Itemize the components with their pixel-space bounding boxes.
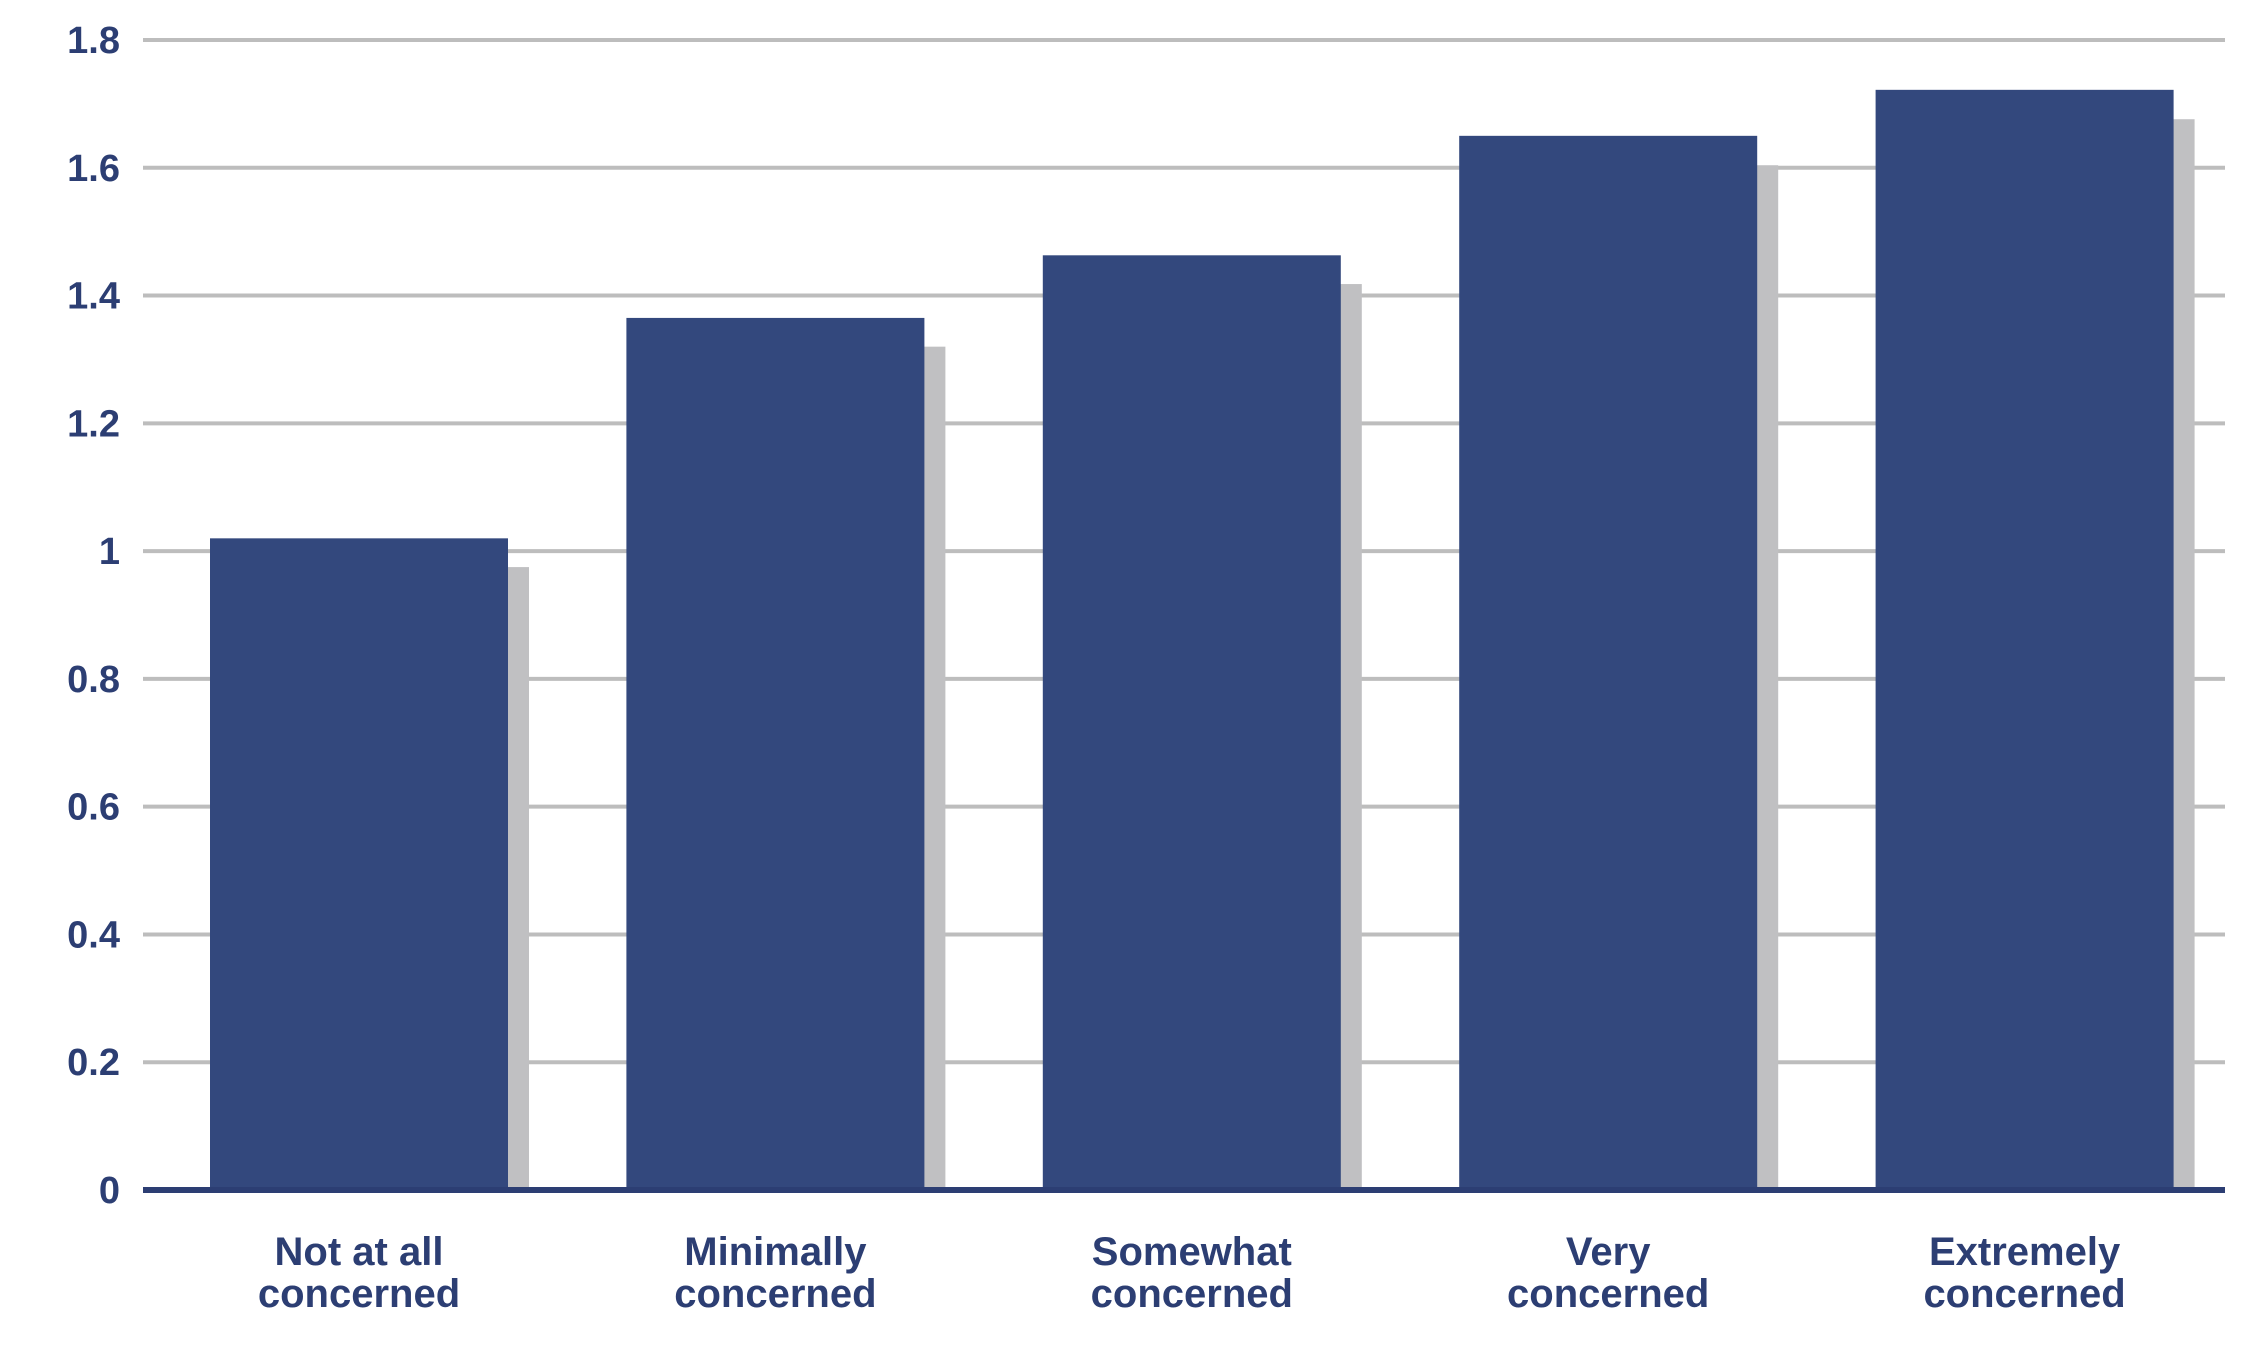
x-category-label: Minimally concerned: [674, 1230, 876, 1316]
x-category-label-line: concerned: [1091, 1272, 1293, 1316]
bar-primary: [1459, 135, 1758, 1190]
bar-primary: [210, 538, 508, 1190]
x-category-label-line: concerned: [1507, 1272, 1709, 1316]
x-category-label-line: Very: [1566, 1230, 1651, 1274]
bar-secondary: [1338, 284, 1362, 1190]
x-category-label-line: concerned: [1923, 1272, 2125, 1316]
x-category-label-line: concerned: [258, 1272, 460, 1316]
y-tick-label: 0.8: [67, 659, 120, 701]
x-category-label-line: Not at all: [275, 1230, 444, 1274]
y-tick-label: 1.8: [67, 20, 120, 62]
y-tick-label: 0.6: [67, 787, 120, 829]
y-tick-label: 0.4: [67, 914, 120, 956]
bar-primary: [1875, 89, 2174, 1190]
x-category-label: Extremely concerned: [1923, 1230, 2125, 1316]
bars: [210, 89, 2195, 1191]
x-category-label: Very concerned: [1507, 1230, 1709, 1316]
y-tick-label: 1.6: [67, 148, 120, 190]
y-axis-ticks: 0 0.2 0.4 0.6 0.8 1 1.2 1.4 1.6 1.8: [67, 20, 120, 1212]
y-tick-label: 0: [99, 1170, 120, 1212]
x-category-label: Somewhat concerned: [1091, 1230, 1293, 1316]
bar-secondary: [1755, 165, 1779, 1191]
x-category-label-line: Minimally: [684, 1230, 867, 1274]
y-tick-label: 1.4: [67, 276, 120, 318]
bar-primary: [1042, 255, 1341, 1191]
y-tick-label: 1.2: [67, 403, 120, 445]
bar-secondary: [922, 346, 946, 1191]
bar-secondary: [2171, 119, 2195, 1191]
x-category-label-line: Extremely: [1929, 1230, 2121, 1274]
bar-primary: [626, 317, 925, 1191]
y-tick-label: 1: [99, 531, 120, 573]
x-category-label-line: Somewhat: [1092, 1230, 1292, 1274]
bar-secondary: [506, 567, 529, 1190]
y-tick-label: 0.2: [67, 1042, 120, 1084]
x-category-label: Not at all concerned: [258, 1230, 460, 1316]
x-category-label-line: concerned: [674, 1272, 876, 1316]
